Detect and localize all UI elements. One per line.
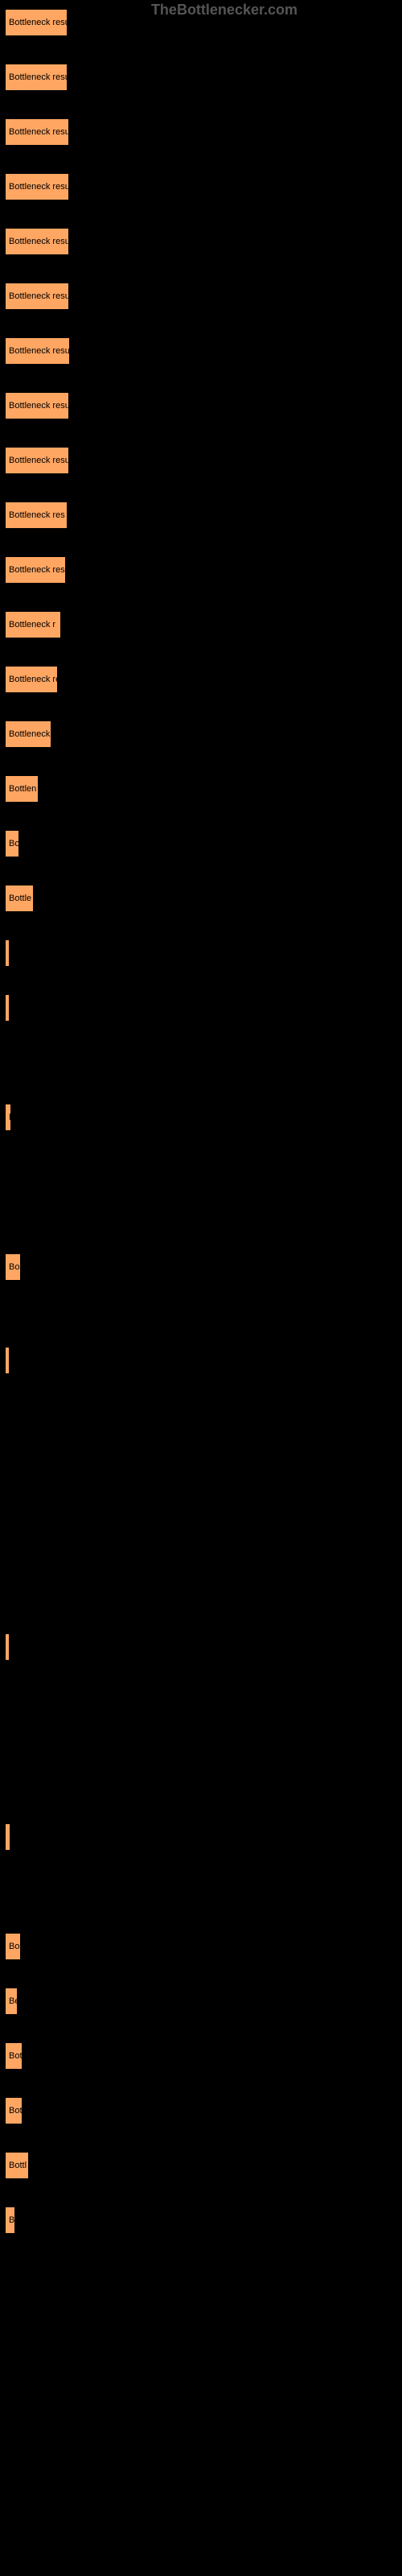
- bar-label: Bottl: [9, 2161, 27, 2170]
- bar-label: Bottleneck res: [9, 510, 65, 520]
- bar-row: B: [4, 2206, 398, 2235]
- watermark-text: TheBottlenecker.com: [151, 2, 297, 19]
- bar: Bot: [4, 2041, 23, 2070]
- bar: Be: [4, 1987, 18, 2016]
- bar: Bottlen: [4, 774, 39, 803]
- bar-label: Bottleneck resu: [9, 346, 69, 356]
- bar-row: Bottleneck resu: [4, 446, 398, 475]
- bar-label: Bottleneck re: [9, 675, 57, 684]
- bar-row: Bottleneck res: [4, 501, 398, 530]
- bar: Bo: [4, 829, 20, 858]
- bar-label: Bottleneck resu: [9, 72, 67, 82]
- bar: Bottleneck res: [4, 555, 67, 584]
- bar-label: B: [9, 2215, 14, 2225]
- bar-label: Bottleneck r: [9, 620, 55, 630]
- bar-row: Bottleneck resu: [4, 172, 398, 201]
- bar-label: I: [9, 1832, 10, 1842]
- bar: Bottle: [4, 884, 35, 913]
- bar: Bottleneck res: [4, 501, 68, 530]
- bar-label: Bottleneck resu: [9, 456, 68, 465]
- bar-row: Bottleneck resu: [4, 227, 398, 256]
- bar: Bottleneck r: [4, 610, 62, 639]
- bar-row: B: [4, 1103, 398, 1132]
- bar-row: I: [4, 1823, 398, 1852]
- bar: Bottleneck: [4, 720, 52, 749]
- bar-row: [4, 993, 398, 1022]
- bar-row: Bottleneck r: [4, 610, 398, 639]
- bar-label: Bottleneck resu: [9, 291, 68, 301]
- bar-row: Bottle: [4, 884, 398, 913]
- bar: [4, 1633, 10, 1662]
- bar-row: Bottleneck resu: [4, 282, 398, 311]
- bar-label: Bot: [9, 2106, 22, 2116]
- bar-label: Bottleneck resu: [9, 237, 68, 246]
- bar: Bottleneck resu: [4, 118, 70, 147]
- bar: Bottleneck resu: [4, 227, 70, 256]
- bar: [4, 1346, 10, 1375]
- bar-label: Bo: [9, 839, 18, 848]
- bar: Bottleneck resu: [4, 446, 70, 475]
- bar: Bottleneck resu: [4, 8, 68, 37]
- bar-label: Bottleneck resu: [9, 18, 67, 27]
- bar-row: Bo: [4, 829, 398, 858]
- bar-row: Bottleneck resu: [4, 391, 398, 420]
- bar-row: Bottleneck res: [4, 555, 398, 584]
- bar-label: Bo: [9, 1262, 19, 1272]
- bar-label: Bo: [9, 1942, 19, 1951]
- bar: Bottleneck resu: [4, 282, 70, 311]
- bar-row: Bottleneck re: [4, 665, 398, 694]
- bar-row: Bottleneck: [4, 720, 398, 749]
- bar-row: Bot: [4, 2096, 398, 2125]
- bar-label: Bottle: [9, 894, 31, 903]
- bar-row: Bottleneck resu: [4, 336, 398, 365]
- bar-row: Bot: [4, 2041, 398, 2070]
- bar: Bo: [4, 1253, 22, 1282]
- bar: Bottleneck resu: [4, 63, 68, 92]
- bar-row: Bo: [4, 1253, 398, 1282]
- bar-label: Bottleneck res: [9, 565, 65, 575]
- bar: B: [4, 2206, 16, 2235]
- bar-row: [4, 1346, 398, 1375]
- bar: Bottleneck resu: [4, 172, 70, 201]
- bar-row: [4, 1633, 398, 1662]
- bar: [4, 939, 10, 968]
- bar-chart: Bottleneck resu Bottleneck resu Bottleneck…: [0, 0, 402, 2268]
- bar-label: Bottleneck resu: [9, 401, 68, 411]
- bar-row: Bo: [4, 1932, 398, 1961]
- bar-label: Bottleneck resu: [9, 182, 68, 192]
- bar-label: Bot: [9, 2051, 22, 2061]
- bar-label: Bottleneck resu: [9, 127, 68, 137]
- bar: Bo: [4, 1932, 22, 1961]
- bar-label: B: [9, 1113, 10, 1122]
- bar: Bot: [4, 2096, 23, 2125]
- bar-label: Bottlen: [9, 784, 36, 794]
- bar: B: [4, 1103, 12, 1132]
- bar-row: Bottlen: [4, 774, 398, 803]
- bar: Bottleneck re: [4, 665, 59, 694]
- bar-label: Bottleneck: [9, 729, 50, 739]
- bar-row: Bottleneck resu: [4, 63, 398, 92]
- bar: [4, 993, 10, 1022]
- bar-row: Bottleneck resu: [4, 118, 398, 147]
- bar-row: Bottl: [4, 2151, 398, 2180]
- bar: Bottleneck resu: [4, 391, 70, 420]
- bar-row: Be: [4, 1987, 398, 2016]
- bar-row: [4, 939, 398, 968]
- bar: I: [4, 1823, 11, 1852]
- bar: Bottleneck resu: [4, 336, 71, 365]
- bar: Bottl: [4, 2151, 30, 2180]
- bar-label: Be: [9, 1996, 17, 2006]
